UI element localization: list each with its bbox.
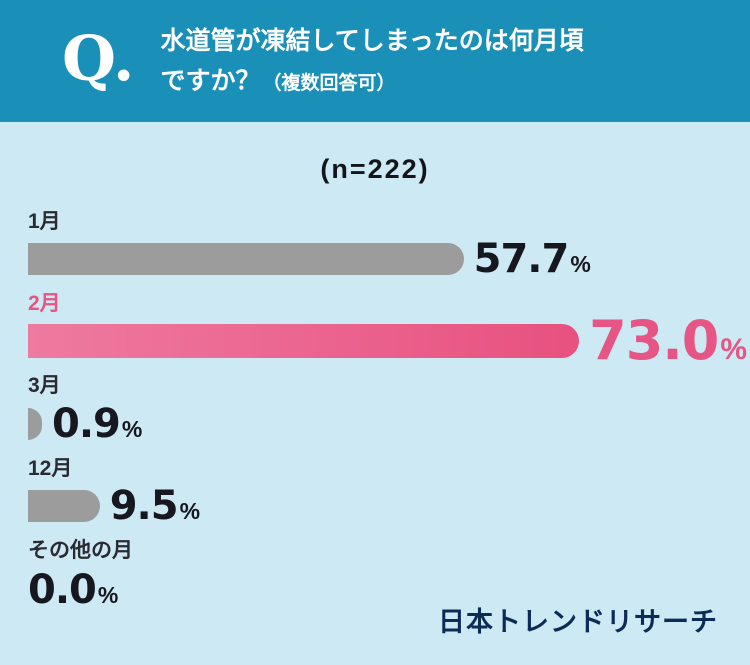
bar-december [28, 489, 100, 522]
bar-february [28, 324, 580, 359]
value-label: 0.9% [52, 400, 143, 447]
bar-row-december: 12月 9.5% [28, 456, 722, 529]
bar-line: 57.7% [28, 236, 722, 283]
category-label: 12月 [28, 456, 73, 480]
value-label: 0.0% [28, 566, 119, 613]
bar-chart: (n=222) 1月 57.7% 2月 73.0% 3月 0.9% 12月 [0, 122, 750, 610]
bar-row-february: 2月 73.0% [28, 291, 747, 368]
category-label: 2月 [28, 292, 61, 316]
bar-line: 73.0% [28, 314, 747, 368]
question-title: 水道管が凍結してしまったのは何月頃 ですか？ （複数回答可） [161, 21, 584, 101]
question-header: Q. 水道管が凍結してしまったのは何月頃 ですか？ （複数回答可） [0, 0, 750, 122]
category-label: 1月 [28, 210, 61, 233]
bar-line: 0.9% [28, 400, 722, 447]
q-logo: Q. [62, 22, 135, 95]
value-label: 57.7% [473, 236, 591, 283]
question-title-line2: ですか？ （複数回答可） [160, 67, 396, 95]
question-note: （複数回答可） [262, 73, 396, 94]
category-label: その他の月 [28, 538, 133, 562]
bar-row-other-months: その他の月 0.0% [28, 538, 722, 610]
bar-march [28, 407, 42, 440]
value-label: 73.0% [589, 309, 748, 373]
bar-row-january: 1月 57.7% [28, 209, 722, 283]
bar-line: 9.5% [28, 482, 722, 529]
bar-row-march: 3月 0.9% [28, 373, 722, 447]
question-title-line1: 水道管が凍結してしまったのは何月頃 [160, 27, 584, 55]
sample-size: (n=222) [320, 154, 430, 184]
category-label: 3月 [28, 374, 61, 398]
value-label: 9.5% [109, 482, 201, 529]
brand-logo: 日本トレンドリサーチ [438, 607, 718, 637]
bar-january [28, 243, 464, 276]
